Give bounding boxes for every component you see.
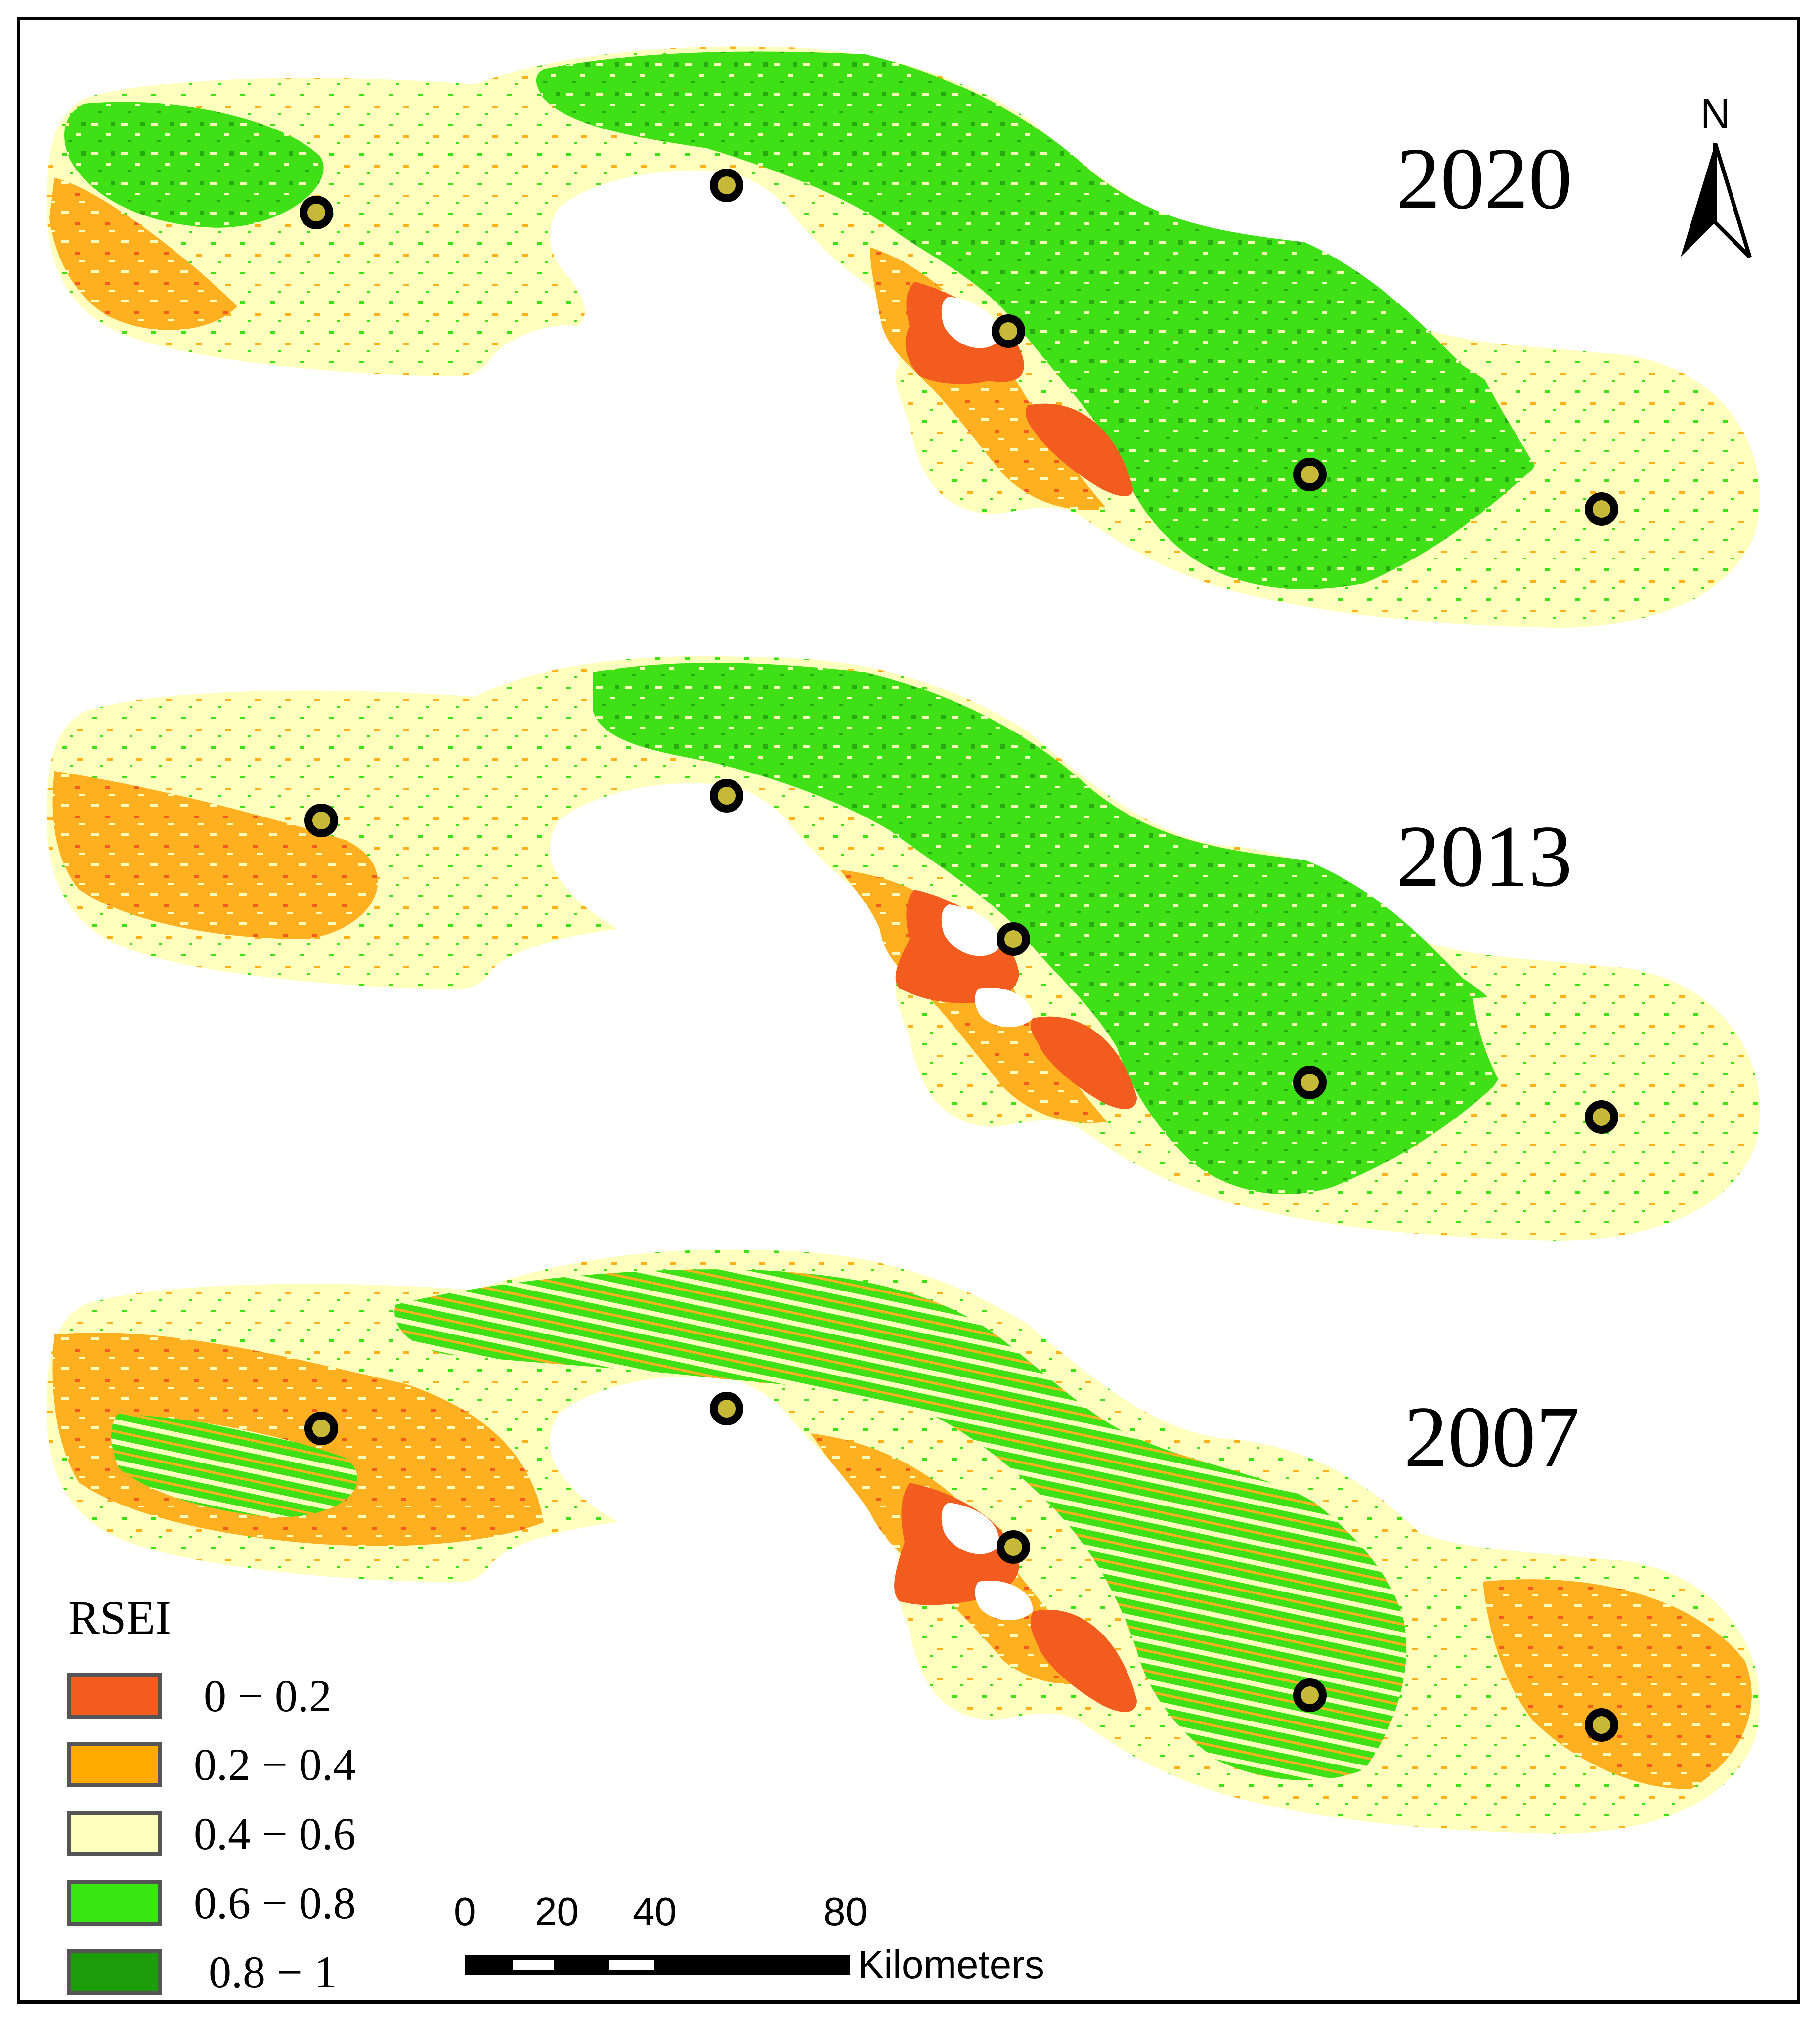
vegetation-2020-a [64,102,324,228]
west-orange-2013 [52,771,378,939]
site-marker [1293,1678,1327,1712]
legend-label-0.8-1: 0.8 − 1 [209,1947,337,1997]
site-marker [710,779,743,813]
legend-swatch-0-0.2 [67,1673,162,1719]
site-marker [992,314,1025,348]
map-2020 [47,46,1760,628]
north-arrow [1681,142,1752,258]
site-marker [1585,492,1618,526]
map-year-label-2020: 2020 [1396,129,1572,227]
legend-swatch-0.8-1 [67,1949,162,1995]
legend-swatch-0.2-0.4 [67,1742,162,1787]
map-year-label-2007: 2007 [1404,1388,1580,1486]
legend-swatch-0.6-0.8 [67,1880,162,1926]
lake-void-2020 [941,297,999,348]
legend-label-0.2-0.4: 0.2 − 0.4 [194,1739,356,1790]
dry-east-2020 [1483,376,1749,583]
site-marker [1293,458,1327,491]
scale-bar [465,1955,850,1975]
map-year-label-2013: 2013 [1396,807,1572,905]
site-marker [1293,1066,1327,1099]
site-marker [1585,1708,1618,1742]
site-marker [997,1530,1030,1564]
striped-west-2007 [111,1414,358,1517]
site-marker [300,196,333,229]
vegetation-2013 [593,663,1510,1195]
vegetation-2007 [394,1269,1407,1780]
scale-tick-0: 0 [454,1890,476,1934]
site-markers [300,169,1618,1742]
scale-tick-80: 80 [823,1890,867,1934]
legend-title: RSEI [68,1591,172,1644]
legend-label-0-0.2: 0 − 0.2 [204,1671,332,1721]
east-mix-2013 [1473,996,1751,1201]
map-2007 [47,1249,1760,1834]
site-marker [1585,1100,1618,1134]
site-marker [710,1392,743,1425]
site-marker [304,1412,338,1445]
north-arrow-label: N [1700,90,1731,137]
site-marker [710,169,743,202]
legend-swatch-0.4-0.6 [67,1811,162,1856]
west-orange-2020 [49,178,237,330]
scale-unit-label: Kilometers [858,1942,1044,1986]
legend-label-0.4-0.6: 0.4 − 0.6 [194,1808,356,1859]
lake-void-2007 [941,1503,1033,1621]
scale-tick-40: 40 [633,1890,677,1934]
lake-void-2013 [941,904,1033,1028]
map-2013 [47,656,1760,1241]
legend-label-0.6-0.8: 0.6 − 0.8 [194,1878,356,1928]
scale-tick-20: 20 [535,1890,579,1934]
east-orange-2007 [1483,1579,1752,1789]
site-marker [304,804,338,837]
vegetation-2020-b [536,51,1540,589]
site-marker [997,922,1030,956]
